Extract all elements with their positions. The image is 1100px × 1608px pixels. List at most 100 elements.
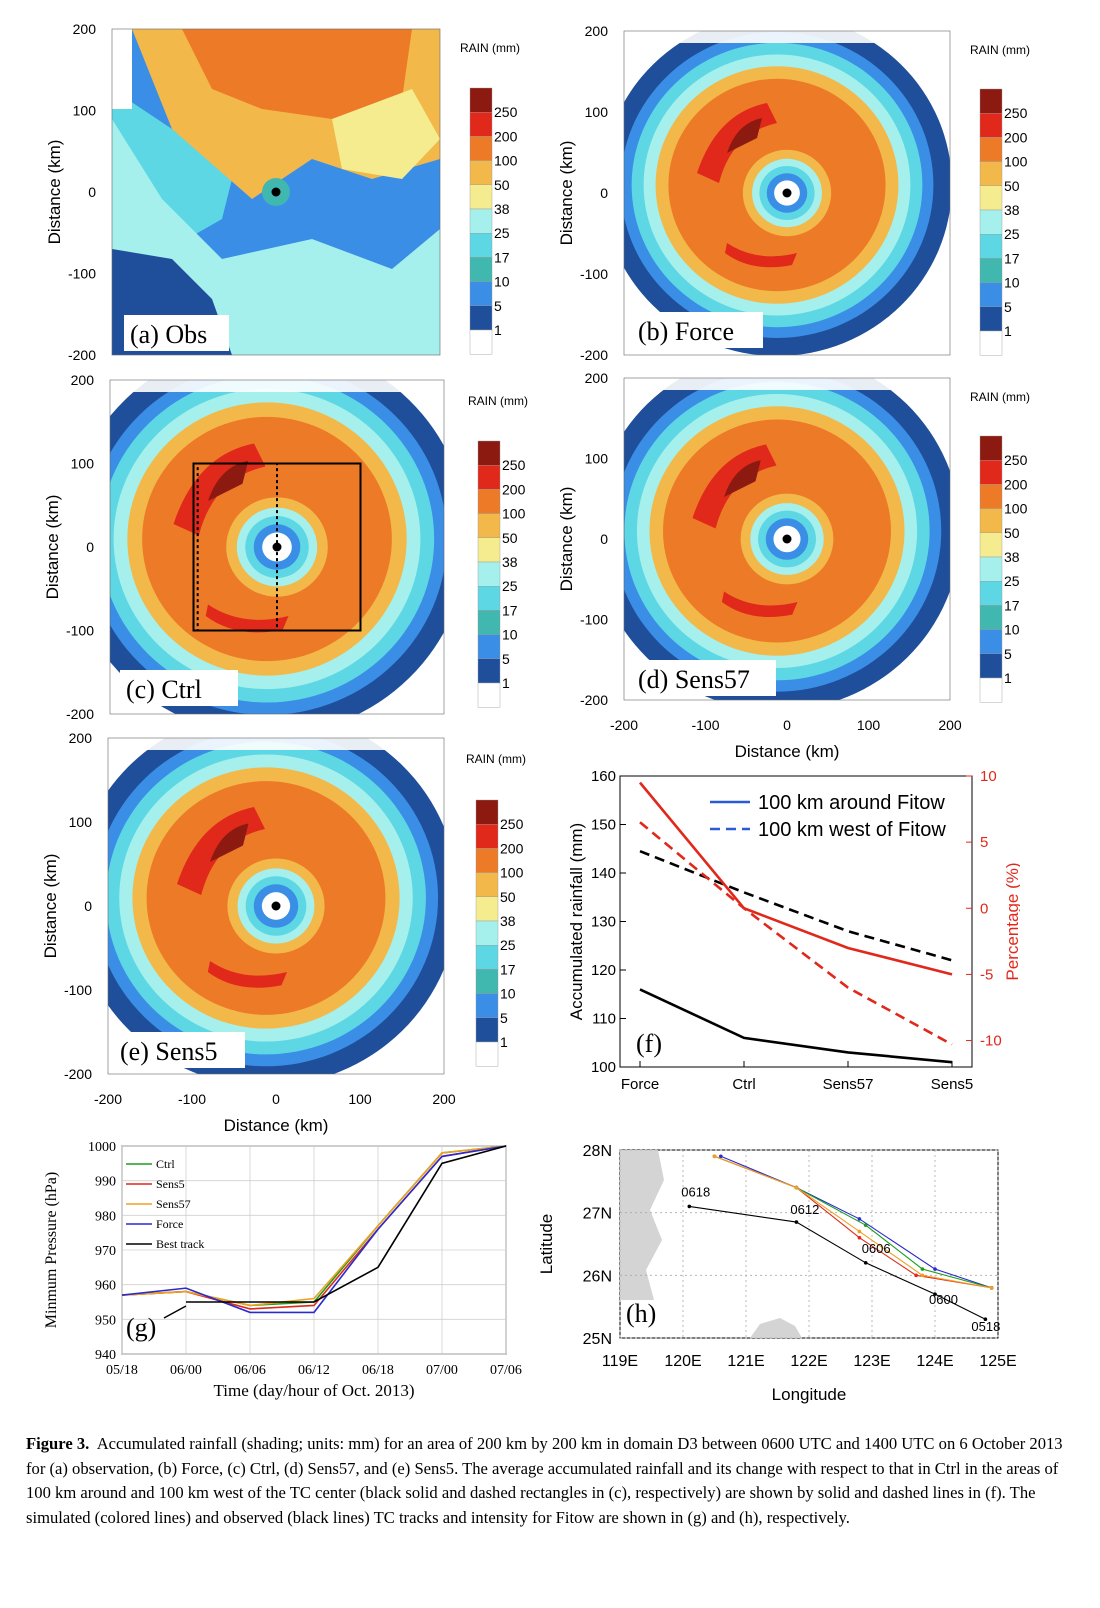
caption-text: Accumulated rainfall (shading; units: mm… [26, 1434, 1063, 1527]
y-tick-label: 940 [95, 1348, 116, 1363]
taiwan-land [750, 1318, 802, 1338]
y-tick-label: -200 [68, 347, 96, 363]
x-tick-label: 06/12 [298, 1363, 330, 1378]
x-axis-label: Longitude [772, 1385, 847, 1404]
panel-label-bg [632, 312, 763, 348]
chart-f-rainfall-comparison: 160 150 140 130 120 110 100 10 5 0 -5 -10 Force Ctrl S… [567, 768, 1020, 1093]
colorbar-segment [475, 969, 499, 994]
no-rain-region [110, 380, 444, 392]
colorbar-label: 200 [494, 128, 518, 144]
colorbar-label: 50 [1004, 525, 1020, 541]
colorbar-segment [475, 993, 499, 1018]
time-annotation: 0612 [790, 1202, 819, 1217]
x-tick-label: Sens5 [931, 1076, 974, 1093]
y2-tick-label: -5 [980, 966, 993, 983]
colorbar-label: 1 [1004, 670, 1012, 686]
extreme-rain-core [724, 460, 761, 497]
y-tick-label: 1000 [88, 1140, 116, 1155]
colorbar-label: 1 [1004, 323, 1012, 339]
colorbar-segment [469, 329, 493, 355]
colorbar-label: 5 [502, 651, 510, 667]
legend-label: Ctrl [156, 1157, 175, 1171]
y-tick-label: 200 [73, 21, 97, 37]
y-tick-label: 27N [583, 1206, 612, 1223]
x-tick-label: Ctrl [732, 1076, 755, 1093]
y-tick-label: 0 [86, 539, 94, 555]
rain-map-2: (b) Force 200 100 0 -100 -200 Distance (km) RAI… [557, 23, 1030, 363]
y-tick-label: 100 [585, 104, 609, 120]
heavy-rain-band [721, 591, 798, 617]
colorbar-segment [979, 330, 1003, 356]
colorbar-label: 38 [1004, 549, 1020, 565]
colorbar-label: 50 [1004, 178, 1020, 194]
colorbar-label: 10 [502, 627, 518, 643]
colorbar-label: 1 [494, 322, 502, 338]
series-line [639, 821, 953, 1046]
y2-tick-label: 10 [980, 768, 997, 785]
x-tick-label: 120E [664, 1353, 701, 1370]
y-axis-label: Distance (km) [45, 140, 64, 245]
y-tick-label: 140 [591, 865, 616, 882]
colorbar-label: 17 [494, 249, 510, 265]
y-tick-label: 120 [591, 962, 616, 979]
y-tick-label: 100 [69, 814, 93, 830]
track-point [794, 1185, 799, 1190]
colorbar-label: 10 [494, 274, 510, 290]
tc-center-dot [271, 901, 281, 911]
colorbar-label: 38 [1004, 202, 1020, 218]
rain-shading [624, 31, 950, 355]
panel-label: (g) [126, 1313, 156, 1342]
y-axis-label: Minmum Pressure (hPa) [43, 1172, 60, 1328]
y-tick-label: -100 [66, 623, 94, 639]
y-tick-label: 130 [591, 914, 616, 931]
panel-label: (e) Sens5 [120, 1037, 217, 1066]
x-tick-label: 124E [916, 1353, 953, 1370]
y-tick-label: 0 [84, 898, 92, 914]
y-tick-label: -200 [64, 1066, 92, 1082]
y-tick-label: 960 [95, 1279, 116, 1294]
panel-label-bg [124, 315, 229, 351]
panel-label-bg [632, 660, 776, 696]
y-axis-label: Distance (km) [557, 141, 576, 246]
colorbar-label: 1 [500, 1034, 508, 1050]
x-tick-label: 121E [727, 1353, 764, 1370]
x-tick-label: 0 [272, 1091, 280, 1107]
colorbar-label: 25 [500, 937, 516, 953]
x-tick-label: -200 [94, 1091, 122, 1107]
colorbar-label: 250 [494, 104, 518, 120]
mainland-land [620, 1150, 664, 1300]
colorbar-label: 5 [1004, 646, 1012, 662]
track-point [863, 1261, 868, 1265]
panel-label: (h) [626, 1299, 656, 1328]
caption-lead: Figure 3. [26, 1434, 90, 1453]
heavy-rain-band [207, 961, 287, 988]
y-tick-label: -200 [580, 692, 608, 708]
track-point [857, 1229, 862, 1234]
rain-map-3: (c) Ctrl 200 100 0 -100 -200 Distance (km) RAIN… [43, 372, 528, 722]
colorbar-title: RAIN (mm) [466, 752, 526, 766]
x-tick-label: 123E [853, 1353, 890, 1370]
colorbar-segment [475, 824, 499, 849]
panel-label: (b) Force [638, 317, 734, 346]
tc-center-dot [782, 188, 792, 198]
map-frame [623, 30, 951, 356]
colorbar-segment [475, 872, 499, 897]
x-axis-label: Time (day/hour of Oct. 2013) [214, 1381, 415, 1400]
y-tick-label: -200 [66, 706, 94, 722]
colorbar-label: 50 [502, 530, 518, 546]
heavy-rain-band [205, 604, 289, 633]
colorbar-label: 10 [1004, 275, 1020, 291]
colorbar-label: 1 [502, 675, 510, 691]
y-tick-label: 150 [591, 817, 616, 834]
rain-region [182, 29, 412, 119]
y-tick-label: -100 [580, 266, 608, 282]
panel-label: (d) Sens57 [638, 665, 750, 694]
colorbar-title: RAIN (mm) [970, 43, 1030, 57]
colorbar-label: 10 [500, 986, 516, 1002]
time-annotation: 0600 [929, 1292, 958, 1307]
map-frame [109, 379, 445, 715]
colorbar-label: 17 [1004, 597, 1020, 613]
colorbar-segment [475, 848, 499, 873]
colorbar-segment [475, 799, 499, 825]
